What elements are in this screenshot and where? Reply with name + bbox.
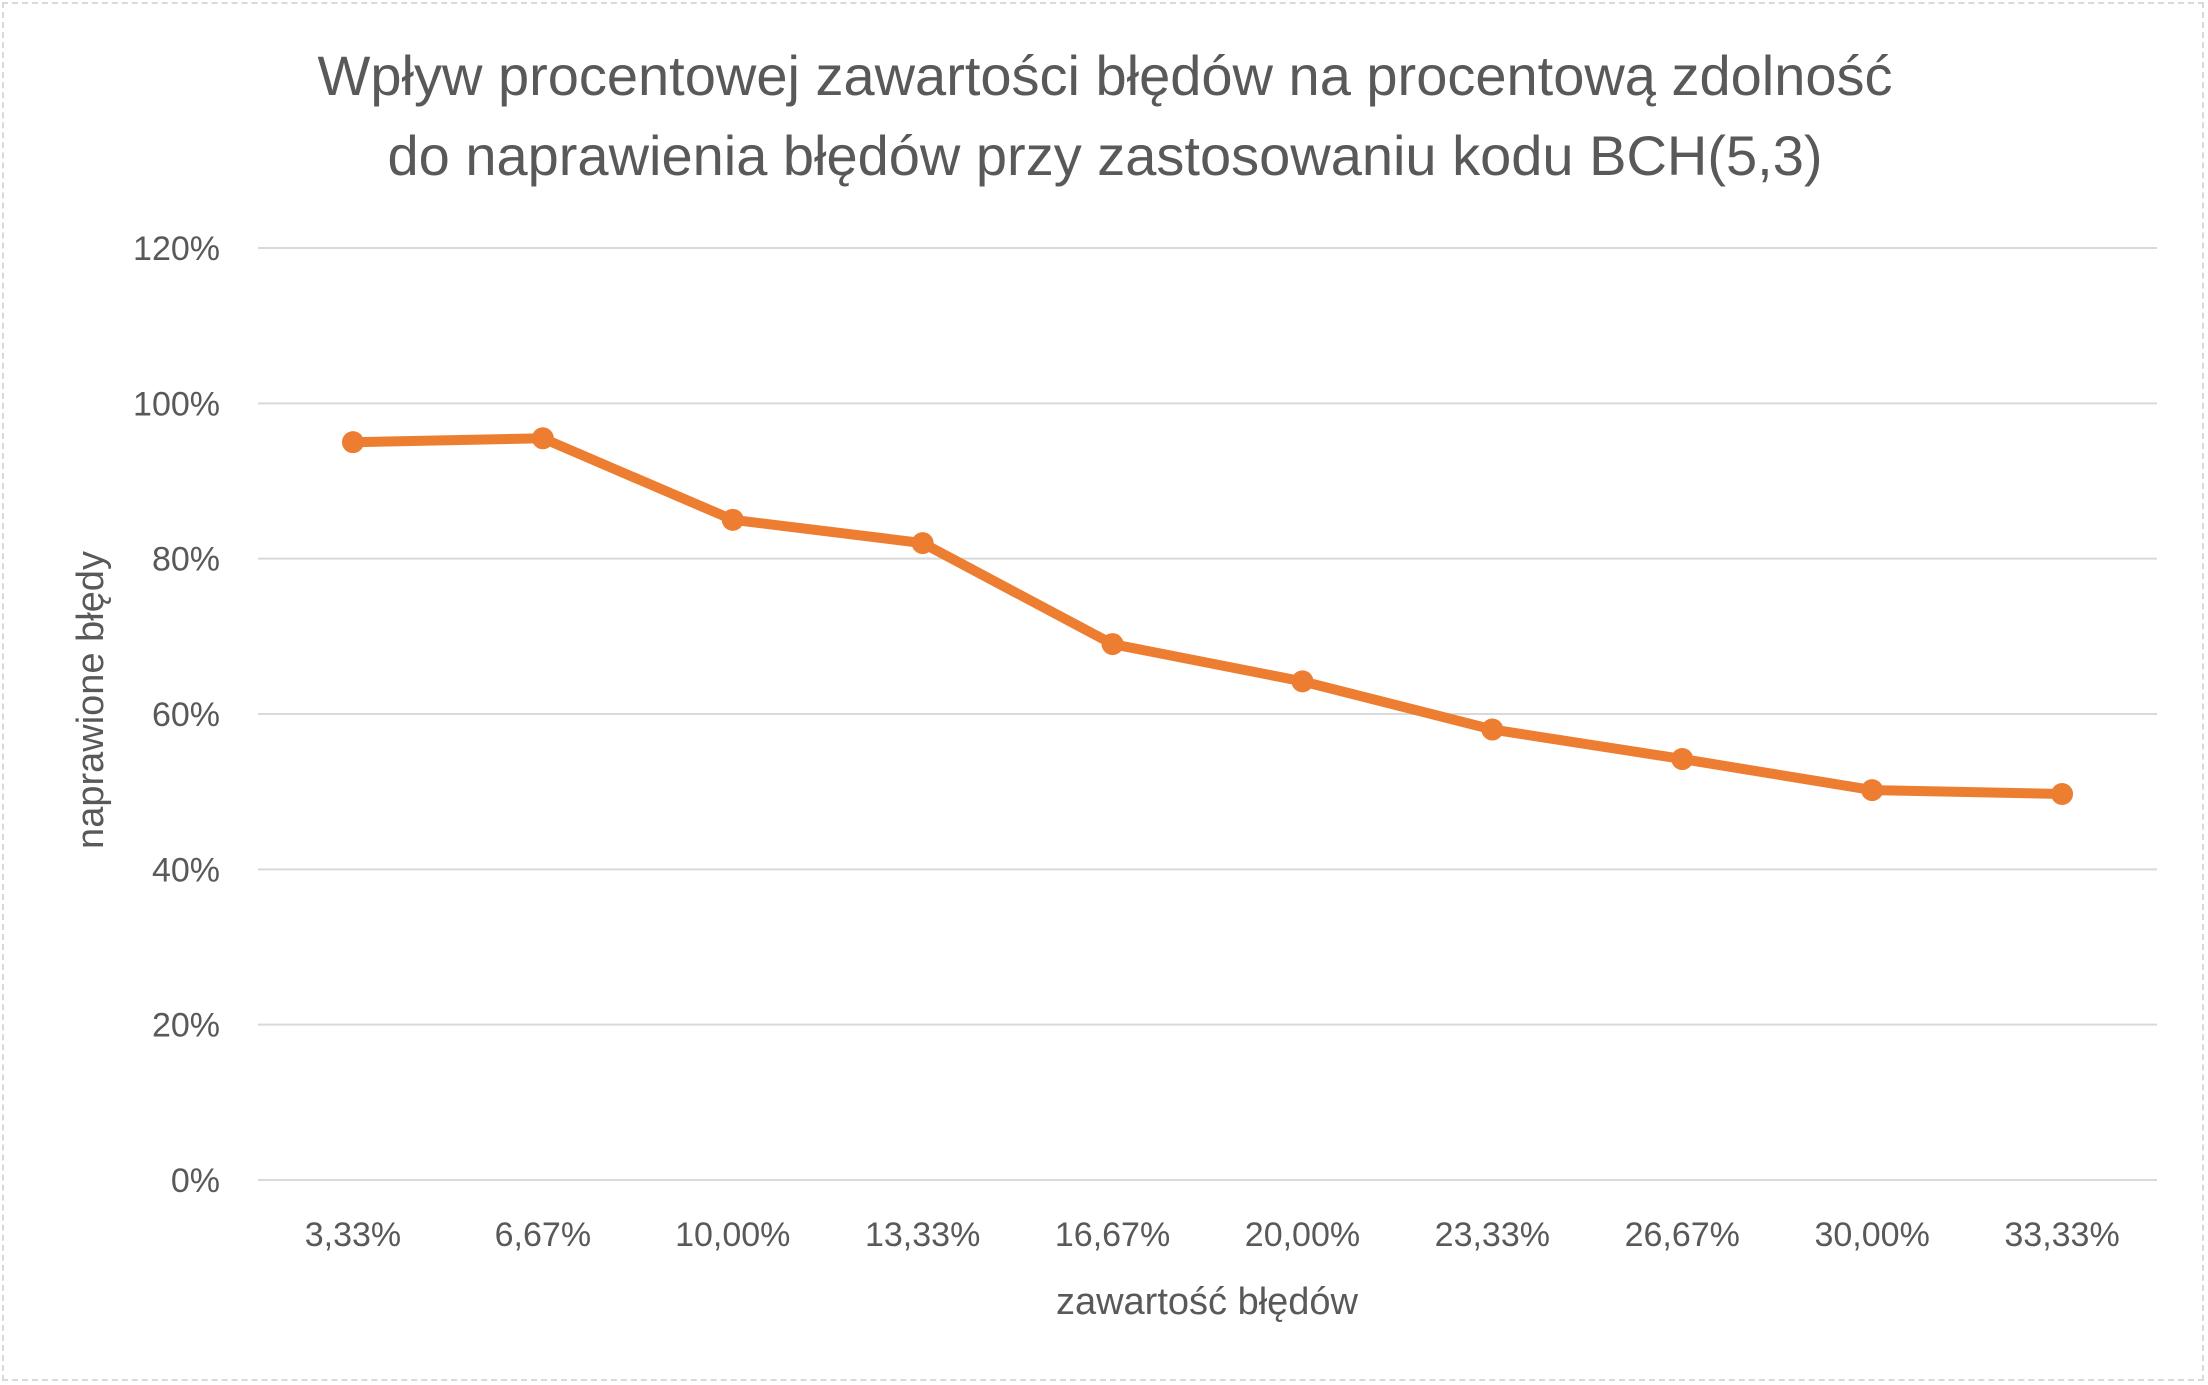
x-axis-title: zawartość błędów <box>1056 1281 1359 1323</box>
x-tick-label: 20,00% <box>1245 1216 1360 1254</box>
data-point <box>531 427 554 450</box>
data-point <box>1101 633 1124 656</box>
y-tick-label: 60% <box>152 696 220 734</box>
chart-title-line-2: do naprawienia błędów przy zastosowaniu … <box>388 124 1823 187</box>
y-tick-label: 20% <box>152 1007 220 1045</box>
data-point <box>2051 782 2074 805</box>
y-tick-label: 100% <box>133 385 220 423</box>
chart-title-line-1: Wpływ procentowej zawartości błędów na p… <box>318 44 1893 107</box>
series-line-0 <box>347 433 2068 799</box>
y-tick-label: 120% <box>133 230 220 268</box>
y-tick-label: 40% <box>152 851 220 889</box>
x-tick-label: 33,33% <box>2004 1216 2119 1254</box>
data-point <box>911 532 934 555</box>
x-tick-label: 3,33% <box>305 1216 401 1254</box>
x-tick-label: 23,33% <box>1435 1216 1550 1254</box>
x-tick-label: 6,67% <box>495 1216 591 1254</box>
x-tick-label: 16,67% <box>1055 1216 1170 1254</box>
data-point <box>721 508 744 531</box>
data-point <box>1671 748 1694 771</box>
data-point <box>1481 718 1504 741</box>
data-point <box>1861 779 1884 802</box>
y-axis-ticks: 0% 20% 40% 60% 80% 100% 120% <box>133 230 220 1200</box>
y-tick-label: 0% <box>171 1162 220 1200</box>
x-tick-label: 13,33% <box>865 1216 980 1254</box>
x-tick-label: 26,67% <box>1625 1216 1740 1254</box>
data-point <box>1291 670 1314 693</box>
series-layer <box>341 427 2074 805</box>
x-axis-ticks: 3,33% 6,67% 10,00% 13,33% 16,67% 20,00% 23,33%… <box>305 1216 2120 1254</box>
data-point <box>341 431 364 454</box>
x-tick-label: 10,00% <box>675 1216 790 1254</box>
x-tick-label: 30,00% <box>1814 1216 1929 1254</box>
gridlines <box>258 247 2157 1181</box>
y-tick-label: 80% <box>152 541 220 579</box>
y-axis-title: naprawione błędy <box>70 551 112 849</box>
